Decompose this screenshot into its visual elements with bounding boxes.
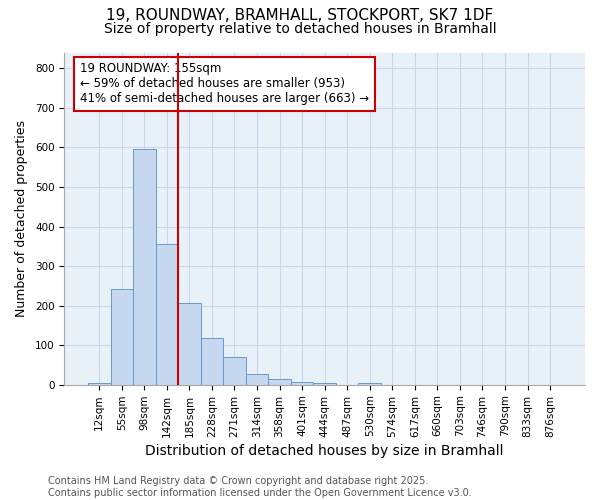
Bar [155,244,178,384]
Bar [291,382,313,384]
Bar [268,379,291,384]
Bar [88,382,110,384]
X-axis label: Distribution of detached houses by size in Bramhall: Distribution of detached houses by size … [145,444,504,458]
Bar [223,357,246,384]
Bar [313,382,336,384]
Text: 19 ROUNDWAY: 155sqm
← 59% of detached houses are smaller (953)
41% of semi-detac: 19 ROUNDWAY: 155sqm ← 59% of detached ho… [80,62,369,106]
Bar [246,374,268,384]
Bar [200,338,223,384]
Text: 19, ROUNDWAY, BRAMHALL, STOCKPORT, SK7 1DF: 19, ROUNDWAY, BRAMHALL, STOCKPORT, SK7 1… [106,8,494,22]
Text: Size of property relative to detached houses in Bramhall: Size of property relative to detached ho… [104,22,496,36]
Bar [110,289,133,384]
Bar [178,303,200,384]
Bar [133,148,155,384]
Y-axis label: Number of detached properties: Number of detached properties [15,120,28,317]
Text: Contains HM Land Registry data © Crown copyright and database right 2025.
Contai: Contains HM Land Registry data © Crown c… [48,476,472,498]
Bar [358,383,381,384]
